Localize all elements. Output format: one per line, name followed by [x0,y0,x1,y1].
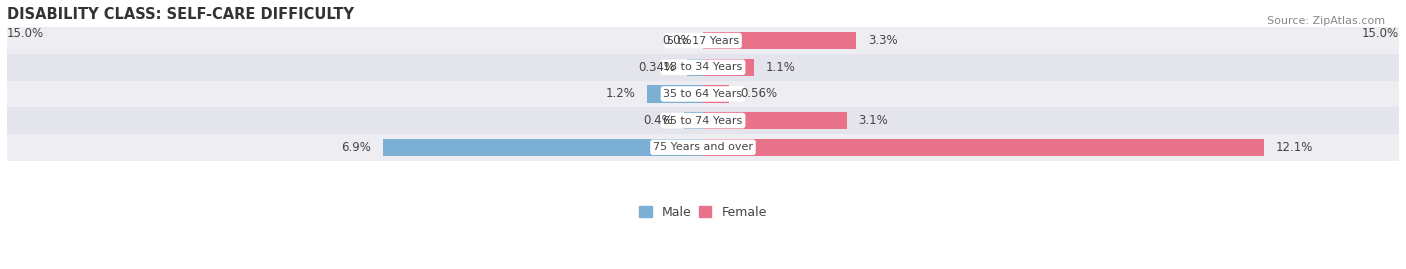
Bar [703,32,856,49]
Text: 3.3%: 3.3% [868,34,897,47]
Bar [647,85,703,102]
Bar [7,54,1399,81]
Text: 18 to 34 Years: 18 to 34 Years [664,62,742,72]
Bar [703,112,846,129]
Text: 6.9%: 6.9% [342,141,371,154]
Text: 0.56%: 0.56% [741,87,778,100]
Bar [382,139,703,156]
Text: 35 to 64 Years: 35 to 64 Years [664,89,742,99]
Text: 1.2%: 1.2% [606,87,636,100]
Text: 15.0%: 15.0% [1362,27,1399,40]
Bar [703,59,754,76]
Text: 0.0%: 0.0% [662,34,692,47]
Text: 0.34%: 0.34% [638,61,676,74]
Bar [7,81,1399,107]
Text: DISABILITY CLASS: SELF-CARE DIFFICULTY: DISABILITY CLASS: SELF-CARE DIFFICULTY [7,7,354,22]
Text: 65 to 74 Years: 65 to 74 Years [664,116,742,126]
Text: Source: ZipAtlas.com: Source: ZipAtlas.com [1267,16,1385,26]
Text: 0.4%: 0.4% [643,114,673,127]
Text: 15.0%: 15.0% [7,27,44,40]
Bar [7,134,1399,161]
Bar [703,85,728,102]
Text: 12.1%: 12.1% [1277,141,1313,154]
Bar [7,27,1399,54]
Text: 75 Years and over: 75 Years and over [652,142,754,152]
Bar [688,59,703,76]
Text: 1.1%: 1.1% [766,61,796,74]
Bar [685,112,703,129]
Text: 3.1%: 3.1% [859,114,889,127]
Text: 5 to 17 Years: 5 to 17 Years [666,36,740,46]
Legend: Male, Female: Male, Female [634,201,772,224]
Bar [703,139,1264,156]
Bar [7,107,1399,134]
